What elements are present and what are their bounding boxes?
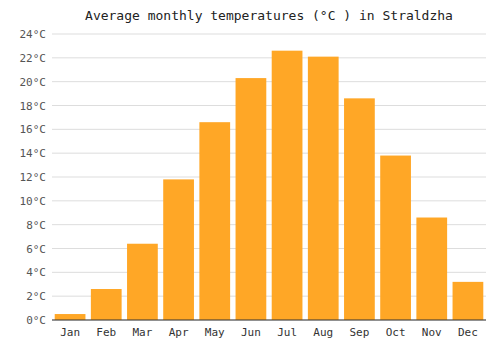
bar bbox=[163, 179, 194, 320]
x-tick-label: Oct bbox=[386, 326, 406, 339]
bars bbox=[55, 51, 484, 320]
grid-line bbox=[52, 153, 486, 154]
bar bbox=[91, 289, 122, 320]
y-tick-label: 14°C bbox=[20, 147, 47, 160]
x-tick-label: Dec bbox=[458, 326, 478, 339]
bar bbox=[453, 282, 484, 320]
y-tick-label: 8°C bbox=[26, 219, 46, 232]
bar bbox=[55, 314, 86, 320]
x-tick-label: Sep bbox=[349, 326, 369, 339]
bar bbox=[272, 51, 303, 320]
grid-line bbox=[52, 34, 486, 35]
x-tick-label: Jul bbox=[277, 326, 297, 339]
y-tick-label: 20°C bbox=[20, 76, 47, 89]
x-tick-label: Aug bbox=[313, 326, 333, 339]
grid-line bbox=[52, 57, 486, 58]
page: {"chart_data": {"type": "bar", "title": … bbox=[0, 0, 500, 350]
y-tick-label: 2°C bbox=[26, 290, 46, 303]
y-axis: 0°C 2°C 4°C 6°C 8°C 10°C 12°C 14°C 16°C 18°C 20°C 2… bbox=[20, 28, 47, 327]
bar bbox=[380, 156, 411, 320]
x-tick-label: Feb bbox=[96, 326, 116, 339]
x-tick-label: Jan bbox=[60, 326, 80, 339]
y-tick-label: 22°C bbox=[20, 52, 47, 65]
bar bbox=[416, 218, 447, 320]
grid bbox=[52, 34, 486, 320]
grid-line bbox=[52, 129, 486, 130]
x-axis: Jan Feb Mar Apr May Jun Jul Aug Sep Oct Nov Dec bbox=[60, 326, 478, 339]
x-tick-label: May bbox=[205, 326, 225, 339]
grid-line bbox=[52, 320, 486, 321]
x-tick-label: Apr bbox=[169, 326, 189, 339]
x-tick-label: Nov bbox=[422, 326, 442, 339]
chart: Average monthly temperatures (°C ) in St… bbox=[0, 0, 500, 350]
bar bbox=[308, 57, 339, 320]
bar bbox=[236, 78, 267, 320]
grid-line bbox=[52, 81, 486, 82]
bar bbox=[199, 122, 230, 320]
y-tick-label: 12°C bbox=[20, 171, 47, 184]
grid-line bbox=[52, 177, 486, 178]
y-tick-label: 0°C bbox=[26, 314, 46, 327]
x-axis-line bbox=[52, 320, 486, 321]
y-tick-label: 10°C bbox=[20, 195, 47, 208]
x-tick-label: Jun bbox=[241, 326, 261, 339]
title: Average monthly temperatures (°C ) in St… bbox=[85, 8, 453, 23]
grid-line bbox=[52, 105, 486, 106]
y-tick-label: 16°C bbox=[20, 123, 47, 136]
y-tick-label: 4°C bbox=[26, 266, 46, 279]
y-tick-label: 6°C bbox=[26, 243, 46, 256]
bar bbox=[127, 244, 158, 320]
y-tick-label: 18°C bbox=[20, 100, 47, 113]
grid-line bbox=[52, 200, 486, 201]
x-tick-label: Mar bbox=[132, 326, 152, 339]
y-tick-label: 24°C bbox=[20, 28, 47, 41]
bar bbox=[344, 98, 375, 320]
